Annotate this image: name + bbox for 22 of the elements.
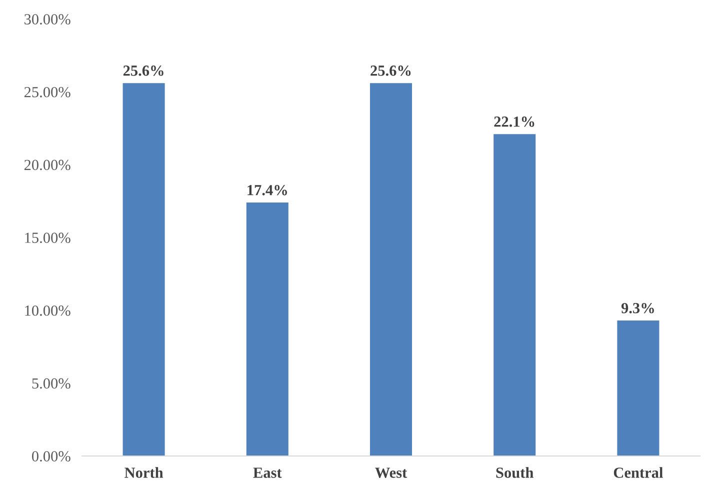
data-label: 9.3% [621,302,654,314]
y-tick-label: 5.00% [32,378,70,389]
x-tick-label: North [124,467,164,478]
x-tick-label: East [253,468,282,478]
bar [617,320,660,456]
y-tick-label: 0.00% [32,451,70,462]
y-tick-label: 15.00% [25,232,70,244]
bar [370,83,412,456]
bar [246,202,288,456]
data-label: 25.6% [123,66,164,76]
y-tick-label: 10.00% [25,305,70,316]
y-tick-label: 30.00% [24,14,70,25]
bar [122,83,165,456]
y-tick-label: 20.00% [24,160,70,170]
bar [494,134,536,456]
y-tick-label: 25.00% [24,86,70,98]
x-tick-label: West [375,468,408,478]
data-label: 17.4% [248,184,287,196]
x-tick-label: Central [614,467,663,478]
data-label: 22.1% [494,116,534,127]
x-tick-label: South [496,467,534,478]
data-label: 25.6% [370,66,411,76]
